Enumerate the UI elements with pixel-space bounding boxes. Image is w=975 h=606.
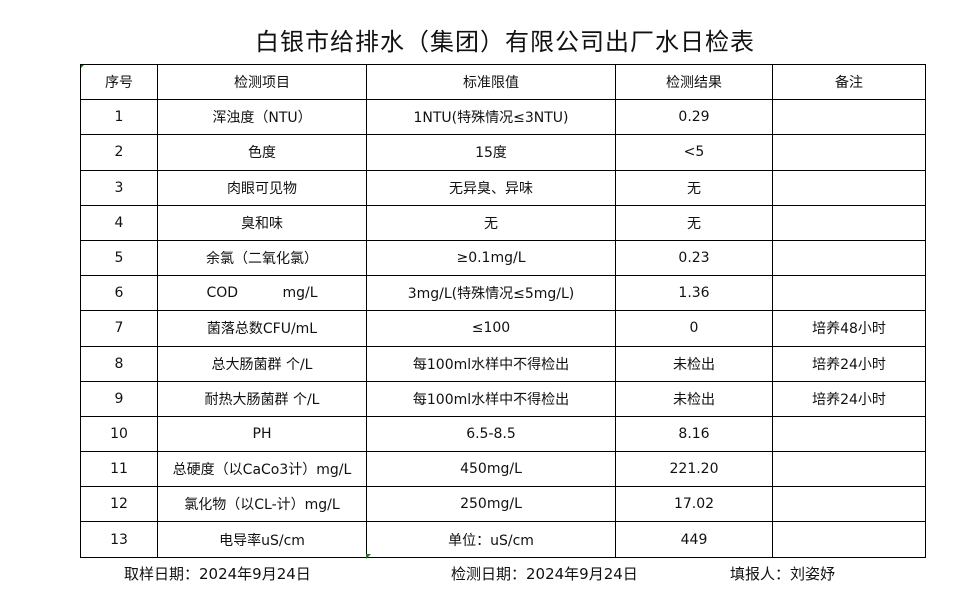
cell-limit: 6.5-8.5 (366, 415, 616, 453)
cell-result: 0.29 (615, 99, 773, 136)
header-index: 序号 (80, 63, 158, 101)
cell-limit: 无异臭、异味 (366, 169, 616, 206)
cell-limit: 每100ml水样中不得检出 (366, 380, 616, 417)
cell-item: 余氯（二氧化氯） (157, 239, 367, 277)
cell-limit: ≤100 (366, 310, 616, 347)
cell-limit: 250mg/L (366, 486, 616, 523)
cell-item: 总大肠菌群 个/L (157, 345, 367, 382)
table-row: 3 肉眼可见物 无异臭、异味无 (80, 169, 926, 206)
cell-item: 浑浊度（NTU） (157, 99, 367, 136)
cell-result: 无 (615, 204, 773, 241)
table-row: 1 浑浊度（NTU） 1NTU(特殊情况≤3NTU) 0.29 (80, 99, 926, 136)
cell-item: 菌落总数CFU/mL (157, 310, 367, 347)
cell-note (772, 169, 926, 206)
cell-item: 耐热大肠菌群 个/L (157, 380, 367, 417)
reporter: 填报人：刘姿妤 (730, 565, 836, 583)
table-row: 8 总大肠菌群 个/L 每100ml水样中不得检出 未检出 培养24小时 (80, 345, 926, 382)
cell-note (772, 451, 926, 488)
cell-result: 449 (615, 521, 773, 558)
table-row: 13 电导率uS/cm 单位：uS/cm 449 (80, 521, 926, 558)
cell-result: 0.23 (615, 239, 773, 277)
cell-index: 9 (80, 380, 158, 417)
cell-index: 3 (80, 169, 158, 206)
cell-note (772, 415, 926, 453)
cell-note: 培养24小时 (772, 380, 926, 417)
cell-item: 总硬度（以CaCo3计）mg/L (157, 451, 367, 488)
cell-index: 6 (80, 275, 158, 312)
test-date: 检测日期：2024年9月24日 (451, 565, 638, 583)
page-title: 白银市给排水（集团）有限公司出厂水日检表 (255, 28, 755, 56)
table-row: 2 色度 15度 <5 (80, 134, 926, 171)
cell-index: 11 (80, 451, 158, 488)
cell-limit: 每100ml水样中不得检出 (366, 345, 616, 382)
cell-result: 无 (615, 169, 773, 206)
table-header-row: 序号 检测项目 标准限值 检测结果 备注 (80, 63, 926, 101)
header-note: 备注 (772, 63, 926, 101)
cell-result: 未检出 (615, 345, 773, 382)
cell-note (772, 486, 926, 523)
cell-index: 4 (80, 204, 158, 241)
cell-note (772, 521, 926, 558)
cell-index: 8 (80, 345, 158, 382)
cell-result: 0 (615, 310, 773, 347)
table-row: 11 总硬度（以CaCo3计）mg/L 450mg/L 221.20 (80, 451, 926, 488)
cell-limit: 无 (366, 204, 616, 241)
cell-index: 10 (80, 415, 158, 453)
cell-limit: 3mg/L(特殊情况≤5mg/L) (366, 275, 616, 312)
table-row: 4 臭和味无无 (80, 204, 926, 241)
table-row: 5 余氯（二氧化氯） ≥0.1mg/L 0.23 (80, 239, 926, 277)
cell-note (772, 134, 926, 171)
cell-item: COD mg/L (157, 275, 367, 312)
cell-index: 1 (80, 99, 158, 136)
cell-item: 氯化物（以CL-计）mg/L (157, 486, 367, 523)
table-row: 7 菌落总数CFU/mL ≤100 0 培养48小时 (80, 310, 926, 347)
table-row: 12 氯化物（以CL-计）mg/L 250mg/L 17.02 (80, 486, 926, 523)
table-row: 10 PH 6.5-8.5 8.16 (80, 415, 926, 453)
cell-note (772, 204, 926, 241)
inspection-table: 序号 检测项目 标准限值 检测结果 备注 1 浑浊度（NTU） 1NTU(特殊情况≤… (80, 63, 926, 558)
cell-note (772, 239, 926, 277)
cell-index: 5 (80, 239, 158, 277)
cell-limit: 450mg/L (366, 451, 616, 488)
header-item: 检测项目 (157, 63, 367, 101)
cell-item: 臭和味 (157, 204, 367, 241)
cell-limit: 1NTU(特殊情况≤3NTU) (366, 99, 616, 136)
header-limit: 标准限值 (366, 63, 616, 101)
cell-result: 1.36 (615, 275, 773, 312)
cell-limit: ≥0.1mg/L (366, 239, 616, 277)
cell-index: 13 (80, 521, 158, 558)
header-result: 检测结果 (615, 63, 773, 101)
cell-marker (366, 554, 371, 559)
cell-item: 肉眼可见物 (157, 169, 367, 206)
cell-note: 培养48小时 (772, 310, 926, 347)
cell-result: 8.16 (615, 415, 773, 453)
sample-date: 取样日期：2024年9月24日 (124, 565, 311, 583)
cell-index: 2 (80, 134, 158, 171)
table-row: 9 耐热大肠菌群 个/L 每100ml水样中不得检出 未检出 培养24小时 (80, 380, 926, 417)
cell-index: 7 (80, 310, 158, 347)
cell-result: <5 (615, 134, 773, 171)
cell-item: PH (157, 415, 367, 453)
cell-note (772, 99, 926, 136)
cell-limit: 15度 (366, 134, 616, 171)
cell-item: 色度 (157, 134, 367, 171)
table-row: 6 COD mg/L 3mg/L(特殊情况≤5mg/L) 1.36 (80, 275, 926, 312)
cell-limit: 单位：uS/cm (366, 521, 616, 558)
cell-item: 电导率uS/cm (157, 521, 367, 558)
cell-result: 221.20 (615, 451, 773, 488)
cell-result: 未检出 (615, 380, 773, 417)
cell-result: 17.02 (615, 486, 773, 523)
cell-index: 12 (80, 486, 158, 523)
cell-note: 培养24小时 (772, 345, 926, 382)
cell-note (772, 275, 926, 312)
